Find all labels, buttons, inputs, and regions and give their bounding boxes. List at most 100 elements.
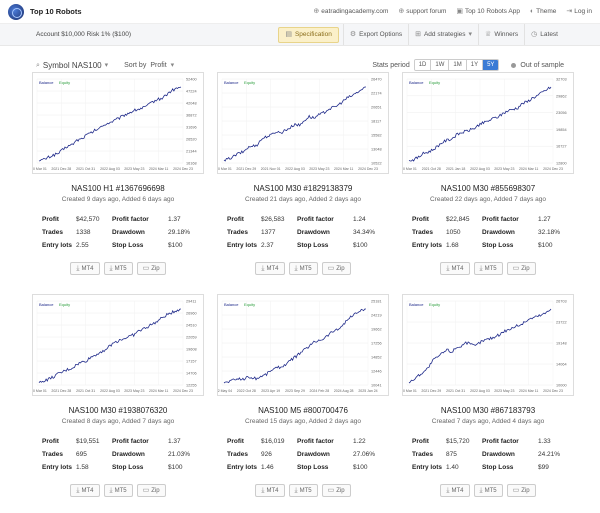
entry-lots-label: Entry lots bbox=[412, 464, 442, 471]
balance-chart[interactable]: 26703 23722 19148 14064 10000 2020 Mar 01 2021… bbox=[402, 294, 574, 396]
robot-name[interactable]: NAS100 M5 #800700476 bbox=[258, 406, 348, 415]
balance-chart-svg: 26470 22174 20651 18117 15582 13048 10522 2020 … bbox=[218, 78, 382, 172]
specification-button[interactable]: ▤ Specification bbox=[278, 26, 339, 43]
profit-label: Profit bbox=[412, 438, 429, 445]
download-zip-button[interactable]: ▭ Zip bbox=[321, 484, 351, 497]
x-tick-label: 2021 Oct 31 bbox=[446, 389, 465, 393]
drawdown-label: Drawdown bbox=[482, 229, 515, 236]
robot-name[interactable]: NAS100 M30 #867183793 bbox=[440, 406, 536, 415]
download-icon: ⤓ bbox=[76, 265, 80, 272]
download-zip-button[interactable]: ▭ Zip bbox=[506, 262, 536, 275]
profit-factor-value: 1.27 bbox=[538, 216, 551, 223]
x-tick-label: 2022 Aug 03 bbox=[100, 389, 120, 393]
profit-label: Profit bbox=[42, 216, 59, 223]
y-tick-label: 26960 bbox=[186, 312, 197, 316]
drawdown-value: 27.06% bbox=[353, 451, 376, 458]
download-icon: ⤓ bbox=[109, 265, 113, 272]
add-strategies-button[interactable]: ⊞ Add strategies ▾ bbox=[408, 24, 478, 45]
robot-meta: Created 8 days ago, Added 7 days ago bbox=[61, 418, 175, 425]
x-tick-label: 2022 May 04 bbox=[218, 389, 232, 393]
balance-curve bbox=[408, 86, 552, 162]
profit-factor-value: 1.33 bbox=[538, 438, 551, 445]
robot-name[interactable]: NAS100 M30 #1938076320 bbox=[68, 406, 168, 415]
period-5y[interactable]: 5Y bbox=[483, 60, 499, 70]
download-mt4-button[interactable]: ⤓ MT4 bbox=[255, 262, 285, 275]
balance-chart[interactable]: 52400 47224 42048 36872 31696 26520 21344 16168… bbox=[32, 72, 204, 174]
trophy-icon: ♕ bbox=[485, 31, 492, 38]
balance-curve bbox=[38, 86, 182, 162]
brand-title[interactable]: Top 10 Robots bbox=[30, 7, 82, 16]
download-mt5-button[interactable]: ⤓ MT5 bbox=[288, 484, 318, 497]
download-mt5-button[interactable]: ⤓ MT5 bbox=[288, 262, 318, 275]
balance-chart[interactable]: 29411 26960 24510 22059 19608 17157 14706 12255… bbox=[32, 294, 204, 396]
entry-lots-value: 2.37 bbox=[261, 242, 274, 249]
download-zip-button[interactable]: ▭ Zip bbox=[321, 262, 351, 275]
nav-link-support-forum[interactable]: ⊕ support forum bbox=[398, 8, 447, 15]
x-tick-label: 2023 May 23 bbox=[494, 167, 514, 171]
search-icon: ⌕ bbox=[36, 61, 40, 69]
nav-link-app[interactable]: ▣ Top 10 Robots App bbox=[456, 8, 520, 15]
download-mt5-button[interactable]: ⤓ MT5 bbox=[103, 484, 133, 497]
entry-lots-label: Entry lots bbox=[42, 242, 72, 249]
out-of-sample-toggle[interactable]: Out of sample bbox=[511, 62, 564, 69]
export-options-button[interactable]: ⚙ Export Options bbox=[342, 24, 408, 45]
download-mt4-button[interactable]: ⤓ MT4 bbox=[440, 484, 470, 497]
trades-value: 1338 bbox=[76, 229, 91, 236]
winners-button[interactable]: ♕ Winners bbox=[478, 24, 524, 45]
robot-meta: Created 7 days ago, Added 4 days ago bbox=[431, 418, 545, 425]
robot-name[interactable]: NAS100 H1 #1367696698 bbox=[71, 184, 165, 193]
nav-link-eatradingacademy[interactable]: ⊕ eatradingacademy.com bbox=[313, 8, 389, 15]
latest-button[interactable]: ◷ Latest bbox=[524, 24, 564, 45]
download-zip-button[interactable]: ▭ Zip bbox=[136, 484, 166, 497]
download-mt4-button[interactable]: ⤓ MT4 bbox=[440, 262, 470, 275]
y-tick-label: 23056 bbox=[556, 111, 567, 115]
account-info[interactable]: Account $10,000 Risk 1% ($100) bbox=[36, 31, 132, 38]
download-mt4-button[interactable]: ⤓ MT4 bbox=[70, 262, 100, 275]
x-tick-label: 2024 Dec 23 bbox=[173, 167, 193, 171]
download-zip-button[interactable]: ▭ Zip bbox=[506, 484, 536, 497]
y-tick-label: 31696 bbox=[186, 126, 197, 130]
download-zip-button[interactable]: ▭ Zip bbox=[136, 262, 166, 275]
period-1m[interactable]: 1M bbox=[449, 60, 467, 70]
stats-row: Trades 1050 Drawdown 32.18% bbox=[412, 226, 574, 239]
folder-icon: ▭ bbox=[142, 265, 150, 272]
entry-lots-value: 1.58 bbox=[76, 464, 89, 471]
drawdown-label: Drawdown bbox=[297, 229, 330, 236]
y-tick-label: 12255 bbox=[186, 384, 197, 388]
download-mt4-button[interactable]: ⤓ MT4 bbox=[255, 484, 285, 497]
balance-chart[interactable]: 25181 24219 19662 17256 14852 12446 10041 2022 … bbox=[217, 294, 389, 396]
download-mt4-button[interactable]: ⤓ MT4 bbox=[70, 484, 100, 497]
drawdown-value: 29.18% bbox=[168, 229, 191, 236]
login-link[interactable]: ⇥ Log in bbox=[566, 8, 592, 15]
download-mt5-button[interactable]: ⤓ MT5 bbox=[473, 262, 503, 275]
entry-lots-value: 1.68 bbox=[446, 242, 459, 249]
sort-by[interactable]: Sort by Profit ▾ bbox=[124, 61, 175, 69]
logo-icon[interactable] bbox=[8, 3, 24, 20]
stop-loss-value: $100 bbox=[538, 242, 553, 249]
period-1w[interactable]: 1W bbox=[431, 60, 450, 70]
period-1y[interactable]: 1Y bbox=[466, 60, 484, 70]
download-icon: ⤓ bbox=[109, 487, 113, 494]
download-row: ⤓ MT4 ⤓ MT5 ▭ Zip bbox=[32, 262, 204, 275]
drawdown-label: Drawdown bbox=[112, 229, 145, 236]
entry-lots-value: 1.46 bbox=[261, 464, 274, 471]
x-tick-label: 2024 Dec 23 bbox=[358, 167, 378, 171]
y-tick-label: 16168 bbox=[186, 162, 197, 166]
x-tick-label: 2021 Dec 29 bbox=[421, 389, 441, 393]
symbol-dropdown[interactable]: ⌕ Symbol NAS100 ▾ bbox=[36, 60, 109, 70]
theme-toggle[interactable]: ◐ Theme bbox=[529, 8, 557, 15]
balance-chart[interactable]: 32703 29862 23056 19854 16727 12800 2020 Mar 0… bbox=[402, 72, 574, 174]
drawdown-value: 21.03% bbox=[168, 451, 191, 458]
entry-lots-value: 1.40 bbox=[446, 464, 459, 471]
robot-name[interactable]: NAS100 M30 #1829138379 bbox=[253, 184, 353, 193]
balance-chart[interactable]: 26470 22174 20651 18117 15582 13048 10522 2020 … bbox=[217, 72, 389, 174]
legend-equity: Equity bbox=[59, 80, 70, 85]
download-mt5-button[interactable]: ⤓ MT5 bbox=[473, 484, 503, 497]
legend-balance: Balance bbox=[224, 302, 239, 307]
robot-meta: Created 22 days ago, Added 7 days ago bbox=[429, 196, 546, 203]
folder-icon: ▭ bbox=[142, 487, 150, 494]
robot-name[interactable]: NAS100 M30 #855698307 bbox=[440, 184, 536, 193]
download-mt5-button[interactable]: ⤓ MT5 bbox=[103, 262, 133, 275]
period-1d[interactable]: 1D bbox=[414, 60, 432, 70]
stats-row: Entry lots 2.37 Stop Loss $100 bbox=[227, 239, 389, 252]
